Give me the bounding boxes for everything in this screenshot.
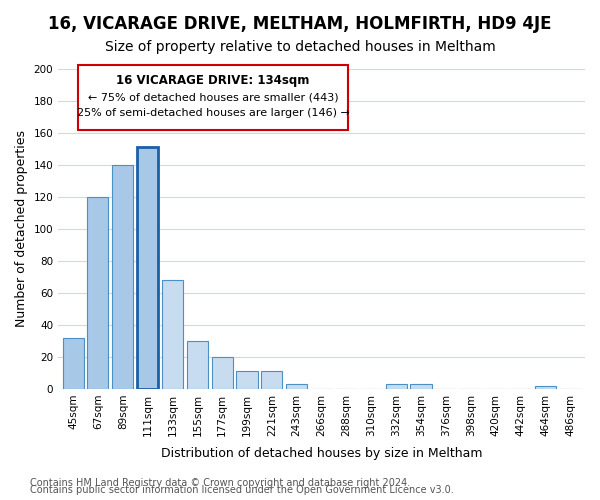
- Bar: [410, 384, 431, 389]
- Text: 25% of semi-detached houses are larger (146) →: 25% of semi-detached houses are larger (…: [77, 108, 349, 118]
- Bar: [286, 384, 307, 389]
- Text: 16 VICARAGE DRIVE: 134sqm: 16 VICARAGE DRIVE: 134sqm: [116, 74, 310, 87]
- Text: Contains HM Land Registry data © Crown copyright and database right 2024.: Contains HM Land Registry data © Crown c…: [30, 478, 410, 488]
- Bar: [187, 341, 208, 389]
- Bar: [386, 384, 407, 389]
- Bar: [236, 372, 257, 389]
- Bar: [88, 197, 109, 389]
- X-axis label: Distribution of detached houses by size in Meltham: Distribution of detached houses by size …: [161, 447, 482, 460]
- Bar: [212, 357, 233, 389]
- Text: Contains public sector information licensed under the Open Government Licence v3: Contains public sector information licen…: [30, 485, 454, 495]
- Bar: [535, 386, 556, 389]
- Bar: [262, 372, 283, 389]
- Text: 16, VICARAGE DRIVE, MELTHAM, HOLMFIRTH, HD9 4JE: 16, VICARAGE DRIVE, MELTHAM, HOLMFIRTH, …: [48, 15, 552, 33]
- Text: Size of property relative to detached houses in Meltham: Size of property relative to detached ho…: [104, 40, 496, 54]
- Bar: [62, 338, 83, 389]
- Bar: [137, 148, 158, 389]
- Bar: [112, 165, 133, 389]
- Y-axis label: Number of detached properties: Number of detached properties: [15, 130, 28, 328]
- Text: ← 75% of detached houses are smaller (443): ← 75% of detached houses are smaller (44…: [88, 92, 338, 102]
- Bar: [162, 280, 183, 389]
